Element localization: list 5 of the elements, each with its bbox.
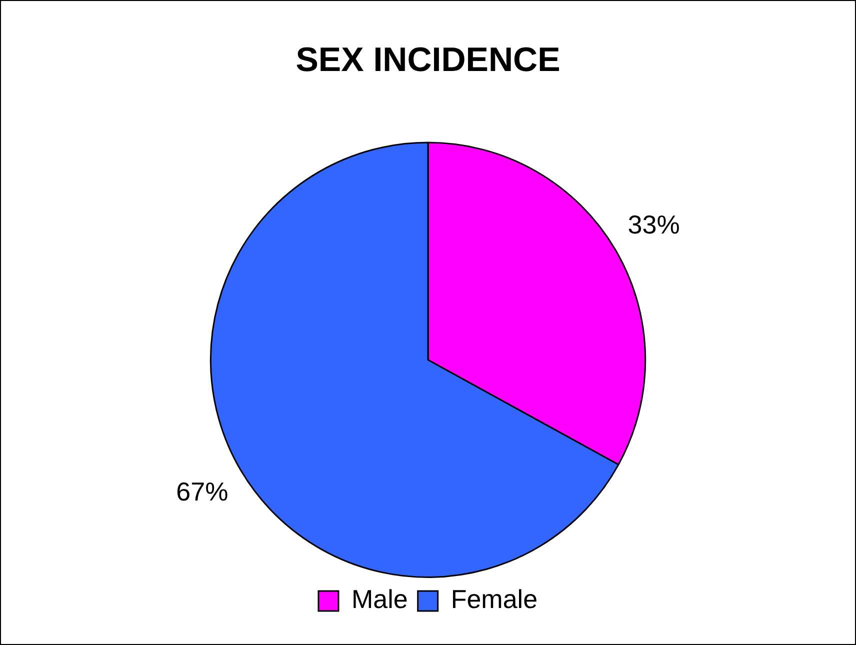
chart-title: SEX INCIDENCE xyxy=(296,40,560,79)
legend-label: Male xyxy=(351,584,408,614)
data-label: 67% xyxy=(176,476,228,507)
legend-label: Female xyxy=(450,584,538,614)
data-label: 33% xyxy=(628,210,680,240)
